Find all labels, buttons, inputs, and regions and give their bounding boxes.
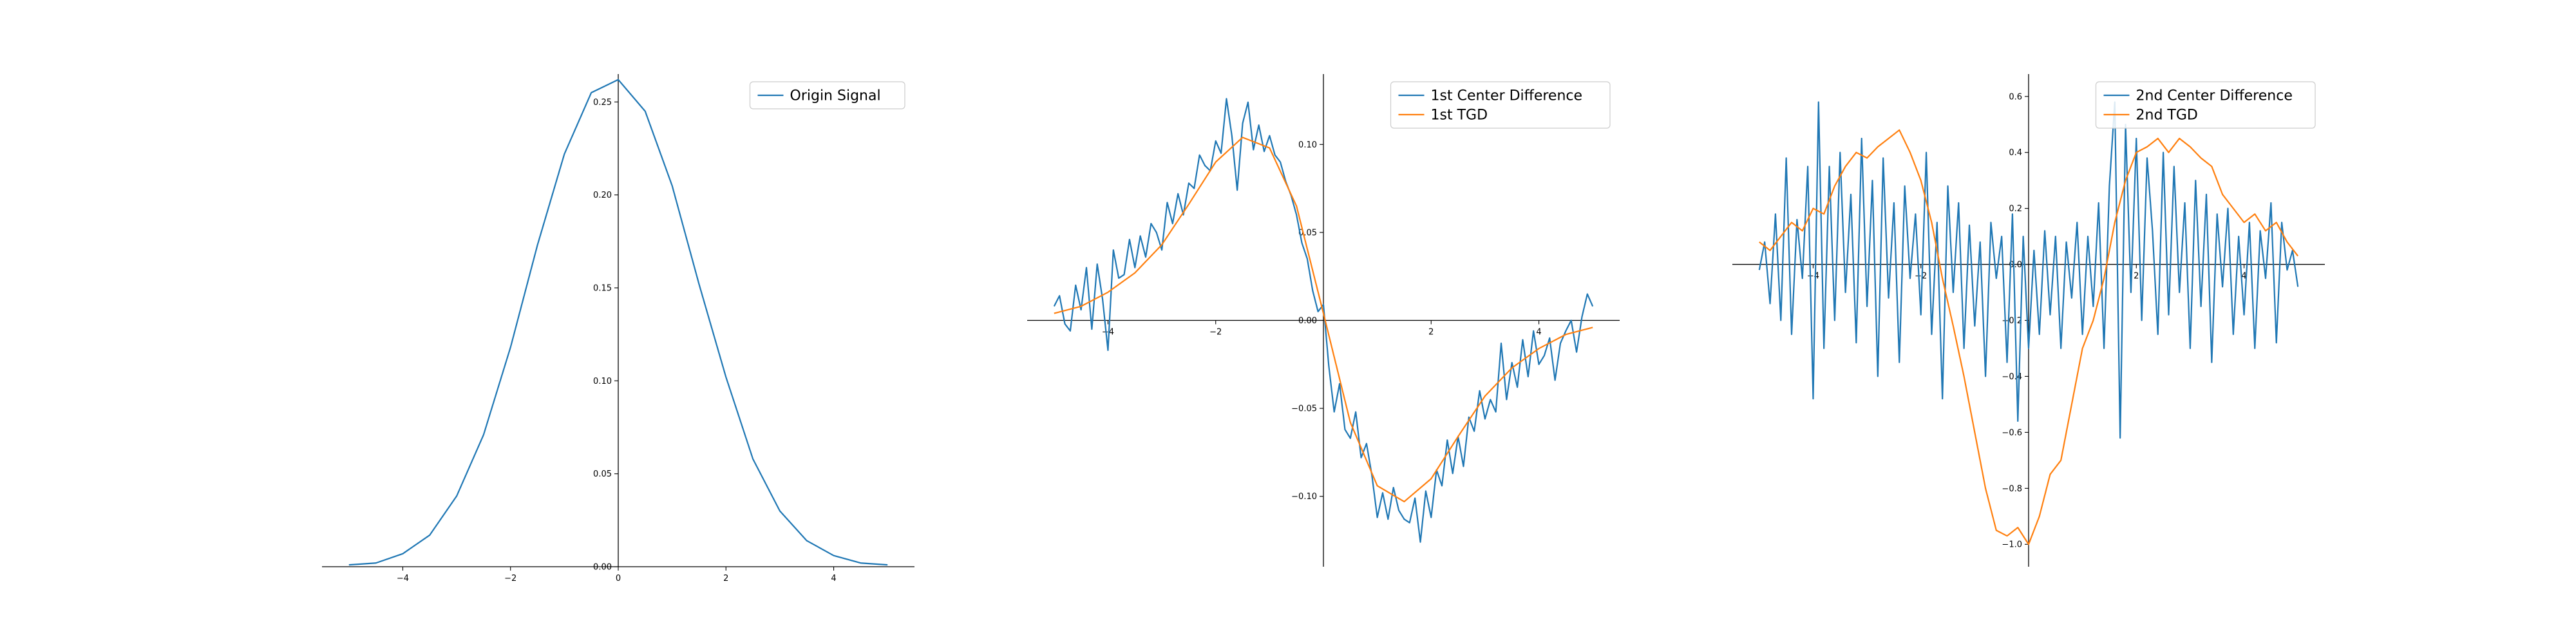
- x-tick-label: −4: [1807, 272, 1819, 281]
- y-tick-label: 0.05: [593, 469, 612, 479]
- y-tick-label: 0.00: [1298, 316, 1317, 326]
- legend-label: 2nd Center Difference: [2136, 88, 2293, 104]
- x-tick-label: 2: [1428, 328, 1434, 337]
- y-tick-label: −0.8: [2002, 484, 2022, 494]
- series-line-1: [348, 79, 888, 566]
- legend-label: 2nd TGD: [2136, 108, 2198, 124]
- y-tick-label: −1.0: [2002, 540, 2022, 550]
- x-tick-label: −2: [1915, 272, 1927, 281]
- series-line-2: [1759, 129, 2299, 545]
- y-tick-label: 0.4: [2009, 148, 2022, 158]
- legend-label: 1st Center Difference: [1431, 88, 1583, 104]
- x-tick-label: 2: [2134, 272, 2139, 281]
- legend: 2nd Center Difference 2nd TGD: [2095, 81, 2316, 129]
- x-tick-label: 4: [2241, 272, 2246, 281]
- legend-label: 1st TGD: [1431, 108, 1488, 124]
- legend-box: [2095, 81, 2316, 129]
- y-tick-label: 0.6: [2009, 92, 2022, 102]
- legend: 1st Center Difference 1st TGD: [1390, 81, 1611, 129]
- x-tick-label: 2: [723, 574, 728, 583]
- y-tick-label: 0.25: [593, 98, 612, 108]
- x-tick-label: 0: [616, 574, 621, 583]
- y-tick-label: 0.10: [593, 377, 612, 386]
- y-tick-label: −0.6: [2002, 428, 2022, 438]
- x-tick-label: −2: [504, 574, 516, 583]
- series-line-1: [1053, 98, 1594, 543]
- panel-origin-signal: −4 −2 0 2 4 0.00 0.05 0.10 0.15 0.20 0.25 Origin Si…: [322, 74, 914, 583]
- y-tick-label: 0.10: [1298, 140, 1317, 150]
- legend-label: Origin Signal: [790, 88, 881, 104]
- x-tick-label: 4: [831, 574, 836, 583]
- y-tick-label: 0.00: [593, 563, 612, 573]
- x-tick-label: 4: [1536, 328, 1541, 337]
- y-tick-label: 0.0: [2009, 260, 2022, 270]
- series-line-1: [1758, 101, 2299, 439]
- x-tick-label: −2: [1209, 328, 1222, 337]
- legend-box: [749, 81, 905, 109]
- y-tick-label: −0.05: [1291, 404, 1317, 414]
- series-line-2: [1054, 137, 1593, 503]
- legend: Origin Signal: [749, 81, 905, 109]
- x-tick-label: −4: [397, 574, 409, 583]
- y-tick-label: −0.10: [1291, 492, 1317, 502]
- y-tick-label: 0.15: [593, 283, 612, 293]
- panel-second-difference: −4 −2 2 4−1.0−0.8−0.6−0.4−0.20.00.20.40.6 2n…: [1732, 74, 2325, 567]
- y-tick-label: 0.2: [2009, 204, 2022, 214]
- y-tick-label: −0.2: [2002, 316, 2022, 326]
- x-tick-label: −4: [1102, 328, 1114, 337]
- legend-box: [1390, 81, 1611, 129]
- y-tick-label: 0.20: [593, 191, 612, 200]
